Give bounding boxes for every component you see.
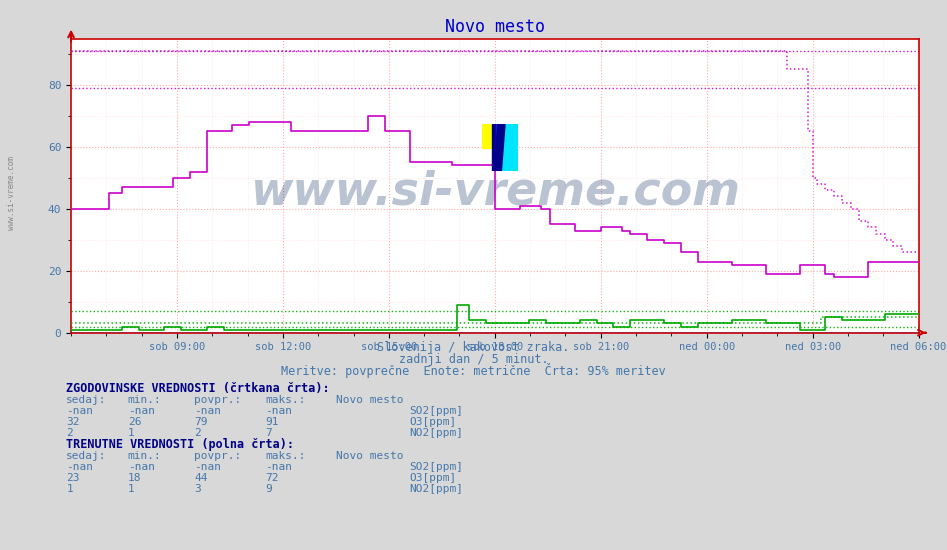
Text: www.si-vreme.com: www.si-vreme.com <box>250 169 740 214</box>
Text: www.si-vreme.com: www.si-vreme.com <box>7 156 16 229</box>
Text: sedaj:: sedaj: <box>66 394 107 405</box>
Text: 79: 79 <box>194 416 207 427</box>
Text: -nan: -nan <box>265 405 293 416</box>
Text: Novo mesto: Novo mesto <box>336 394 403 405</box>
Text: O3[ppm]: O3[ppm] <box>409 473 456 483</box>
Text: Novo mesto: Novo mesto <box>336 451 403 461</box>
Text: NO2[ppm]: NO2[ppm] <box>409 427 463 438</box>
Text: 1: 1 <box>128 427 134 438</box>
Text: 32: 32 <box>66 416 80 427</box>
Text: 26: 26 <box>128 416 141 427</box>
Text: Meritve: povprečne  Enote: metrične  Črta: 95% meritev: Meritve: povprečne Enote: metrične Črta:… <box>281 363 666 378</box>
Text: 3: 3 <box>194 484 201 494</box>
Polygon shape <box>492 124 507 171</box>
Text: 44: 44 <box>194 473 207 483</box>
Text: 1: 1 <box>128 484 134 494</box>
Text: maks.:: maks.: <box>265 451 306 461</box>
Text: -nan: -nan <box>66 462 94 472</box>
Text: povpr.:: povpr.: <box>194 451 241 461</box>
Text: -nan: -nan <box>128 462 155 472</box>
Text: ZGODOVINSKE VREDNOSTI (črtkana črta):: ZGODOVINSKE VREDNOSTI (črtkana črta): <box>66 382 330 394</box>
Polygon shape <box>496 124 503 171</box>
Text: NO2[ppm]: NO2[ppm] <box>409 484 463 494</box>
Text: O3[ppm]: O3[ppm] <box>409 416 456 427</box>
Text: SO2[ppm]: SO2[ppm] <box>409 462 463 472</box>
Text: povpr.:: povpr.: <box>194 394 241 405</box>
Text: -nan: -nan <box>128 405 155 416</box>
Text: 7: 7 <box>265 427 272 438</box>
Text: 18: 18 <box>128 473 141 483</box>
Text: 1: 1 <box>66 484 73 494</box>
Bar <box>482 124 500 147</box>
Bar <box>500 124 518 171</box>
Text: 9: 9 <box>265 484 272 494</box>
Text: -nan: -nan <box>194 462 222 472</box>
Text: sedaj:: sedaj: <box>66 451 107 461</box>
Text: 23: 23 <box>66 473 80 483</box>
Text: 2: 2 <box>194 427 201 438</box>
Text: -nan: -nan <box>66 405 94 416</box>
Text: min.:: min.: <box>128 451 162 461</box>
Text: 2: 2 <box>66 427 73 438</box>
Bar <box>500 124 518 171</box>
Text: zadnji dan / 5 minut.: zadnji dan / 5 minut. <box>399 353 548 366</box>
Text: maks.:: maks.: <box>265 394 306 405</box>
Title: Novo mesto: Novo mesto <box>445 18 545 36</box>
Text: 72: 72 <box>265 473 278 483</box>
Polygon shape <box>494 124 505 171</box>
Text: -nan: -nan <box>265 462 293 472</box>
Text: Slovenija / kakovost zraka.: Slovenija / kakovost zraka. <box>377 341 570 354</box>
Text: min.:: min.: <box>128 394 162 405</box>
Text: SO2[ppm]: SO2[ppm] <box>409 405 463 416</box>
Text: -nan: -nan <box>194 405 222 416</box>
Text: TRENUTNE VREDNOSTI (polna črta):: TRENUTNE VREDNOSTI (polna črta): <box>66 438 295 451</box>
Text: 91: 91 <box>265 416 278 427</box>
